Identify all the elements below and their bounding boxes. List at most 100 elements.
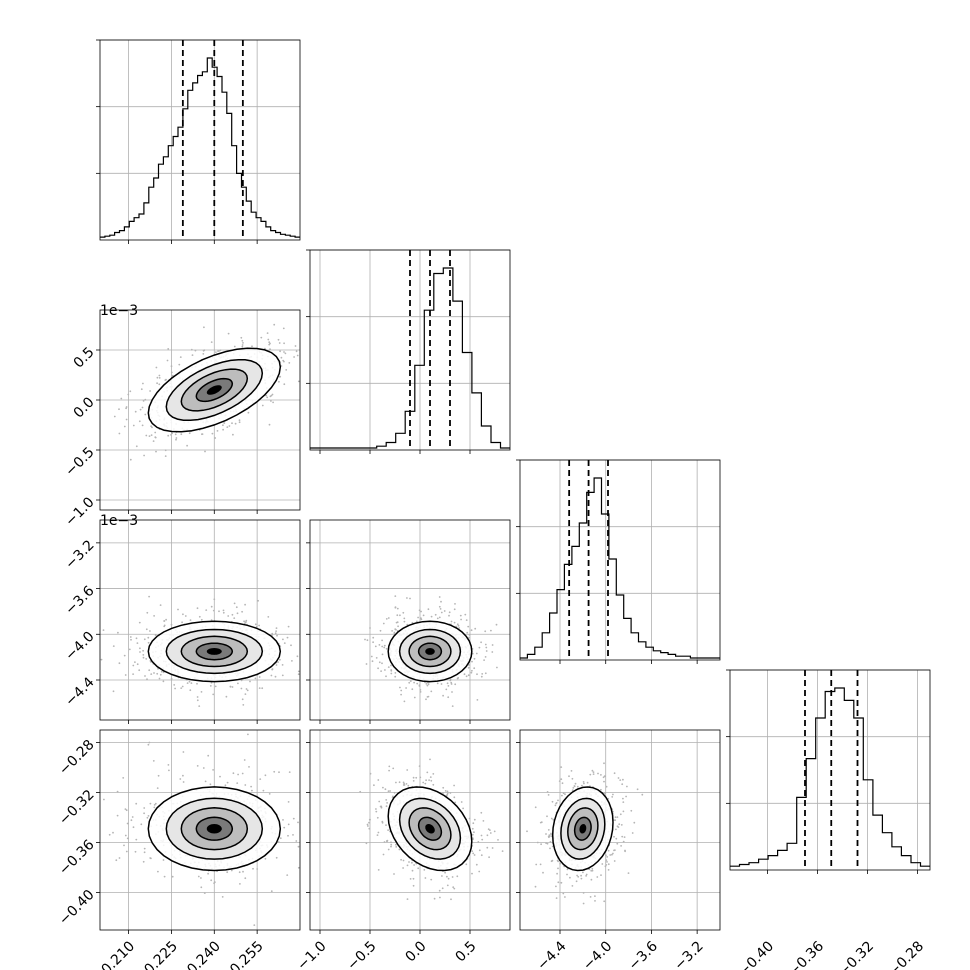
scatter-point: [471, 850, 474, 853]
scatter-point: [139, 408, 142, 411]
scatter-point: [402, 867, 404, 869]
scatter-point: [283, 351, 285, 353]
scatter-point: [286, 874, 289, 876]
scatter-point: [585, 875, 587, 877]
scatter-point: [449, 679, 452, 682]
scatter-point: [580, 877, 583, 880]
scatter-point: [231, 613, 234, 616]
scatter-point: [262, 789, 265, 792]
scatter-point: [478, 870, 481, 873]
scatter-point: [540, 821, 543, 824]
scatter-point: [271, 634, 274, 636]
scatter-point: [478, 849, 481, 852]
scatter-point: [264, 857, 267, 860]
scatter-point: [450, 683, 453, 685]
scatter-point: [389, 790, 391, 792]
scatter-point: [141, 406, 144, 409]
scatter-point: [626, 785, 628, 788]
scatter-point: [605, 864, 608, 866]
scatter-point: [473, 831, 475, 834]
scatter-point: [377, 831, 380, 834]
scatter-point: [570, 770, 573, 772]
scatter-point: [612, 793, 614, 796]
scatter-point: [398, 848, 401, 851]
scatter-point: [153, 806, 156, 809]
contour-line: [567, 807, 599, 851]
scatter-point: [609, 854, 612, 856]
scatter-point: [540, 843, 542, 846]
scatter-point: [440, 611, 443, 614]
scatter-point: [147, 641, 150, 644]
scatter-point: [420, 610, 422, 613]
scatter-point: [622, 810, 625, 813]
panel-0-2: [96, 519, 357, 724]
scatter-point: [387, 617, 390, 619]
scatter-point: [495, 623, 498, 626]
scatter-point: [158, 677, 161, 680]
scatter-point: [622, 840, 625, 843]
scatter-point: [481, 838, 484, 841]
scatter-point: [379, 629, 382, 632]
scatter-point: [392, 767, 395, 770]
panel-content: [359, 758, 504, 901]
scatter-point: [355, 644, 357, 646]
scatter-point: [277, 661, 279, 663]
scatter-point: [285, 369, 288, 371]
scatter-point: [112, 831, 114, 834]
scatter-point: [118, 857, 121, 859]
scatter-point: [377, 779, 380, 781]
scatter-point: [622, 778, 624, 781]
scatter-point: [168, 769, 170, 772]
scatter-point: [630, 809, 633, 812]
scatter-point: [163, 620, 166, 622]
scatter-point: [270, 674, 273, 677]
scatter-point: [372, 641, 374, 644]
scatter-point: [474, 627, 477, 630]
scatter-point: [574, 782, 577, 785]
scatter-point: [180, 687, 183, 689]
scatter-point: [607, 869, 610, 871]
scatter-point: [293, 356, 295, 358]
scatter-point: [596, 876, 599, 878]
scatter-point: [564, 793, 566, 796]
scatter-point: [131, 816, 134, 818]
scatter-point: [173, 684, 176, 686]
scatter-point: [225, 695, 228, 698]
scatter-point: [589, 896, 592, 898]
scatter-point: [236, 612, 239, 615]
scatter-point: [368, 821, 370, 824]
scatter-point: [379, 805, 382, 808]
contour-line: [387, 786, 473, 872]
contour-line: [573, 816, 592, 841]
scatter-point: [546, 815, 548, 818]
scatter-point: [384, 788, 387, 791]
scatter-point: [398, 781, 401, 784]
panel-content: [113, 323, 300, 461]
scatter-point: [277, 338, 280, 341]
scatter-point: [155, 366, 158, 369]
scatter-point: [256, 868, 259, 870]
scatter-point: [377, 869, 380, 871]
scatter-point: [412, 877, 415, 880]
scatter-point: [258, 624, 260, 627]
scatter-point: [188, 680, 191, 683]
scatter-point: [129, 458, 132, 461]
scatter-point: [364, 638, 366, 641]
scatter-point: [395, 843, 397, 846]
scatter-point: [279, 350, 281, 353]
scatter-point: [402, 859, 405, 862]
scatter-point: [276, 634, 278, 637]
scatter-point: [153, 615, 156, 617]
hist-frame: [729, 669, 931, 871]
scatter-point: [425, 779, 427, 782]
scatter-point: [481, 673, 484, 675]
scatter-point: [412, 780, 415, 782]
scatter-point: [486, 834, 489, 837]
scatter-point: [170, 677, 173, 680]
scatter-point: [496, 666, 498, 669]
scatter-point: [566, 868, 569, 871]
scatter-point: [605, 854, 607, 857]
scatter-point: [244, 603, 247, 606]
scatter-point: [268, 793, 271, 795]
scatter-point: [279, 375, 282, 378]
